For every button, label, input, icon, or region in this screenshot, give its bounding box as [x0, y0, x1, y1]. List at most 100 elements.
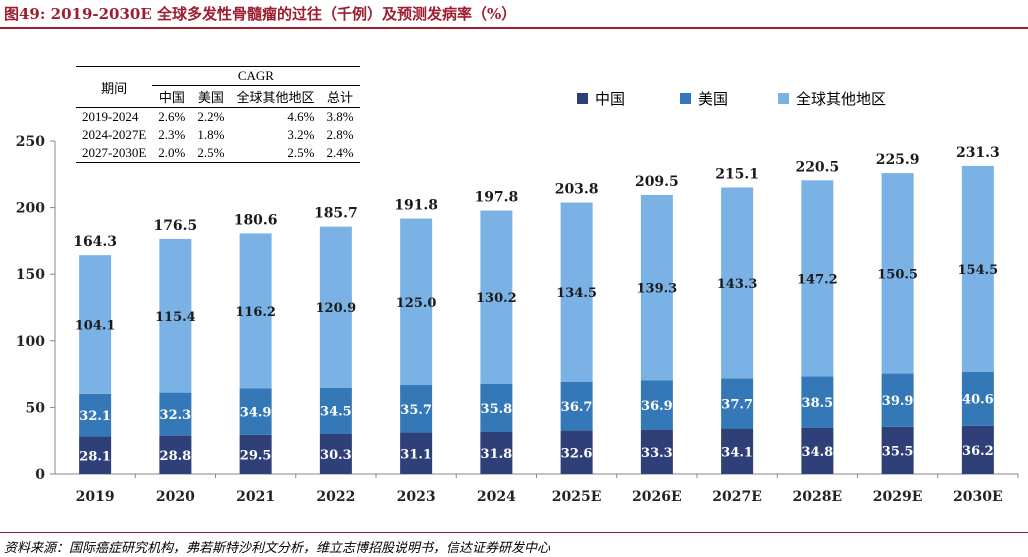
- y-tick-label: 250: [16, 134, 45, 150]
- x-tick-label: 2019: [76, 489, 115, 505]
- bar-rest: [159, 238, 192, 393]
- total-label: 197.8: [474, 190, 518, 206]
- data-label-usa: 34.9: [240, 405, 272, 420]
- bar-usa: [721, 378, 754, 429]
- y-tick-label: 100: [16, 334, 45, 350]
- bar-usa: [480, 383, 513, 432]
- cagr-period: 2027-2030E: [76, 144, 153, 163]
- cagr-group-header: CAGR: [152, 66, 360, 86]
- x-tick-label: 2027E: [712, 489, 762, 505]
- bar-rest: [961, 165, 994, 372]
- x-tick-label: 2026E: [632, 489, 682, 505]
- data-label-china: 35.5: [882, 444, 914, 459]
- data-label-usa: 39.9: [882, 394, 914, 409]
- data-label-china: 28.1: [79, 449, 111, 464]
- legend-label-china: 中国: [595, 90, 626, 108]
- source-rule: [0, 532, 1028, 533]
- data-label-rest: 154.5: [958, 263, 999, 278]
- cagr-value: 2.5%: [230, 144, 321, 163]
- data-label-rest: 120.9: [316, 301, 357, 316]
- cagr-table: 期间 CAGR 中国 美国 全球其他地区 总计 2019-2024 2.6% 2…: [76, 66, 360, 163]
- data-label-rest: 134.5: [556, 286, 597, 301]
- bar-china: [400, 432, 433, 474]
- cagr-value: 2.0%: [152, 144, 192, 163]
- legend-swatch-usa: [680, 93, 691, 104]
- x-tick-label: 2024: [477, 489, 516, 505]
- x-tick-label: 2029E: [873, 489, 923, 505]
- data-label-china: 34.8: [802, 445, 834, 460]
- data-label-china: 31.1: [400, 447, 432, 462]
- table-row: 2019-2024 2.6% 2.2% 4.6% 3.8%: [76, 108, 360, 127]
- total-label: 220.5: [795, 159, 839, 175]
- data-label-usa: 35.8: [481, 402, 513, 417]
- stacked-bar-chart: 0 50 100 150 200 250 28.1 32.1 104.1 164.3 2019 28.…: [16, 134, 1019, 505]
- bar-rest: [239, 233, 272, 389]
- source-note: 资料来源：国际癌症研究机构，弗若斯特沙利文分析，维立志博招股说明书，信达证券研发…: [4, 541, 551, 556]
- data-label-usa: 32.3: [160, 408, 192, 423]
- x-tick-label: 2025E: [552, 489, 602, 505]
- data-label-china: 32.6: [561, 446, 593, 461]
- data-label-usa: 38.5: [802, 396, 834, 411]
- data-label-rest: 147.2: [797, 272, 838, 287]
- data-label-usa: 32.1: [79, 409, 111, 424]
- bar-china: [640, 429, 673, 474]
- cagr-value: 2.6%: [158, 109, 186, 124]
- bar-usa: [560, 381, 593, 431]
- total-label: 180.6: [234, 212, 278, 228]
- bar-china: [721, 428, 754, 474]
- total-label: 203.8: [555, 182, 599, 198]
- bar-rest: [480, 210, 513, 384]
- legend-label-usa: 美国: [698, 90, 729, 108]
- data-label-usa: 35.7: [400, 403, 432, 418]
- bar-china: [239, 434, 272, 474]
- cagr-col-china: 中国: [152, 85, 192, 108]
- table-row: 2024-2027E 2.3% 1.8% 3.2% 2.8%: [76, 126, 360, 144]
- cagr-value: 2.4%: [320, 144, 360, 163]
- total-label: 176.5: [153, 218, 197, 234]
- legend-item-usa: 美国: [680, 88, 728, 109]
- total-label: 164.3: [73, 234, 117, 250]
- y-tick-label: 50: [26, 400, 46, 416]
- bar-china: [159, 435, 192, 474]
- data-label-rest: 125.0: [396, 296, 437, 311]
- bar-usa: [319, 387, 352, 434]
- cagr-col-total: 总计: [320, 85, 360, 108]
- cagr-value: 2.8%: [326, 127, 354, 142]
- bar-rest: [400, 218, 433, 386]
- x-tick-label: 2021: [236, 489, 275, 505]
- bar-china: [801, 427, 834, 474]
- data-label-rest: 150.5: [877, 267, 918, 282]
- bar-rest: [721, 187, 754, 379]
- cagr-value: 2.3%: [158, 127, 186, 142]
- bar-rest: [881, 173, 914, 374]
- legend-label-rest: 全球其他地区: [796, 90, 887, 108]
- data-label-usa: 36.9: [641, 399, 673, 414]
- y-tick-label: 200: [16, 201, 45, 217]
- data-label-china: 34.1: [721, 445, 753, 460]
- data-label-rest: 115.4: [155, 310, 196, 325]
- bar-usa: [801, 376, 834, 428]
- total-label: 231.3: [956, 145, 1000, 161]
- x-tick-label: 2022: [316, 489, 355, 505]
- data-label-usa: 40.6: [962, 393, 994, 408]
- data-label-china: 33.3: [641, 446, 673, 461]
- x-tick-label: 2023: [397, 489, 436, 505]
- total-label: 191.8: [394, 198, 438, 214]
- bar-china: [480, 431, 513, 474]
- bar-usa: [79, 393, 112, 437]
- x-tick-label: 2028E: [793, 489, 843, 505]
- cagr-col-usa: 美国: [191, 85, 231, 108]
- bar-rest: [79, 255, 112, 394]
- x-tick-label: 2030E: [953, 489, 1003, 505]
- cagr-period: 2019-2024: [82, 109, 139, 124]
- legend-item-china: 中国: [577, 88, 625, 109]
- data-label-rest: 143.3: [717, 277, 758, 292]
- data-label-rest: 116.2: [235, 305, 276, 320]
- x-tick-label: 2020: [156, 489, 195, 505]
- y-tick-label: 150: [16, 267, 45, 283]
- bar-usa: [640, 380, 673, 430]
- total-label: 209.5: [635, 174, 679, 190]
- cagr-value: 3.8%: [326, 109, 354, 124]
- total-label: 215.1: [715, 166, 759, 182]
- data-label-usa: 34.5: [320, 405, 352, 420]
